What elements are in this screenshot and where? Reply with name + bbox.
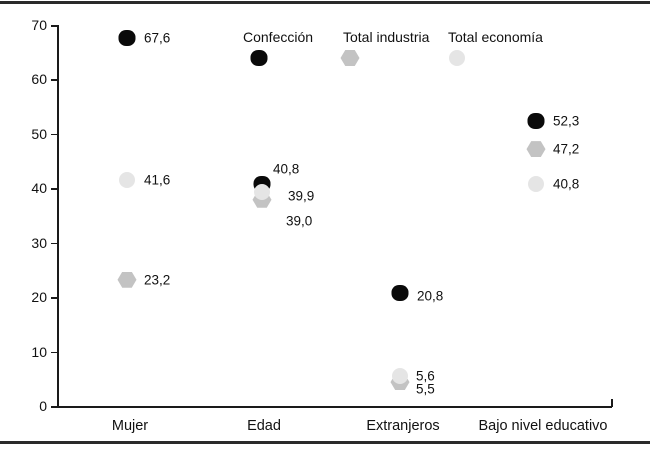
top-border-line bbox=[0, 1, 650, 4]
category-label: Mujer bbox=[111, 418, 149, 434]
legend-marker-squircle bbox=[250, 50, 268, 66]
data-point-marker bbox=[254, 183, 270, 200]
y-axis-line bbox=[57, 25, 59, 407]
legend-marker-hexagon bbox=[340, 50, 360, 66]
y-tick bbox=[51, 188, 57, 190]
data-point-marker bbox=[528, 175, 544, 192]
data-point-label: 52,3 bbox=[553, 113, 580, 129]
data-point-marker bbox=[118, 30, 136, 47]
data-point-label: 5,6 bbox=[416, 368, 435, 384]
y-tick bbox=[51, 351, 57, 354]
y-tick-label: 50 bbox=[31, 125, 47, 142]
y-tick-label: 0 bbox=[39, 398, 47, 414]
legend-item-label: Total economía bbox=[448, 29, 543, 45]
data-point-label: 39,0 bbox=[286, 213, 313, 229]
data-point-marker bbox=[391, 284, 409, 301]
y-tick bbox=[51, 79, 57, 81]
x-axis-line bbox=[57, 406, 612, 408]
data-point-marker bbox=[117, 271, 137, 288]
category-label: Edad bbox=[247, 418, 281, 434]
category-label: Extranjeros bbox=[366, 418, 440, 434]
y-tick-label: 70 bbox=[31, 17, 47, 33]
legend-item-label: Total industria bbox=[343, 29, 430, 45]
data-point-label: 20,8 bbox=[417, 288, 444, 304]
category-label: Bajo nivel educativo bbox=[478, 418, 608, 434]
data-point-marker bbox=[527, 113, 545, 130]
data-point-label: 40,8 bbox=[553, 176, 580, 192]
data-point-label: 40,8 bbox=[273, 161, 300, 177]
y-tick bbox=[51, 25, 57, 27]
y-tick bbox=[51, 297, 57, 299]
data-point-marker bbox=[119, 171, 135, 188]
x-axis-end-tick bbox=[611, 399, 613, 407]
legend-item-label: Confección bbox=[243, 29, 314, 45]
y-tick bbox=[51, 242, 57, 245]
data-point-label: 67,6 bbox=[144, 30, 171, 46]
data-point-label: 5,5 bbox=[416, 381, 435, 397]
y-tick bbox=[51, 133, 57, 136]
legend-marker-circle bbox=[449, 50, 465, 66]
y-tick-label: 10 bbox=[31, 343, 47, 360]
data-point-label: 47,2 bbox=[553, 141, 580, 157]
data-point-label: 23,2 bbox=[144, 272, 171, 288]
data-point-label: 39,9 bbox=[288, 188, 315, 204]
y-tick bbox=[51, 406, 57, 408]
data-point-marker bbox=[526, 141, 546, 158]
y-tick-label: 60 bbox=[31, 71, 47, 88]
data-point-label: 41,6 bbox=[144, 172, 171, 188]
y-tick-label: 40 bbox=[31, 180, 47, 197]
y-tick-label: 20 bbox=[31, 289, 47, 306]
y-tick-label: 30 bbox=[31, 234, 47, 251]
bottom-border-line bbox=[0, 441, 650, 444]
data-point-marker bbox=[392, 367, 408, 384]
